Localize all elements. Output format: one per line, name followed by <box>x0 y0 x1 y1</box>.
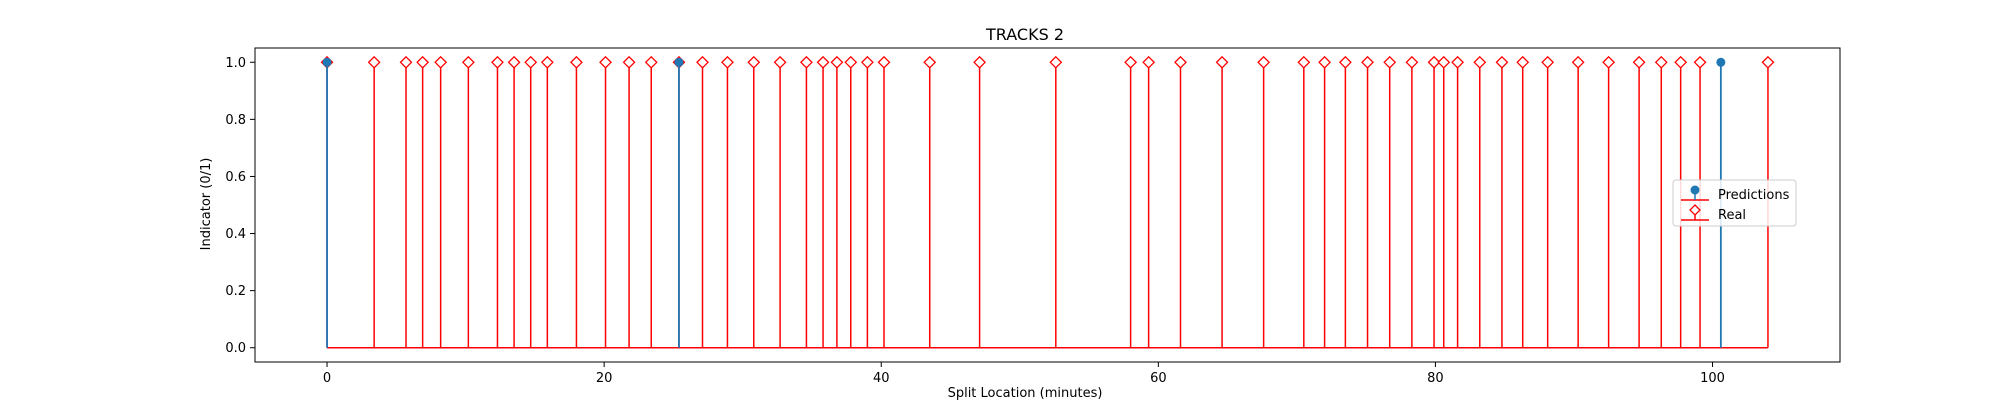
chart-title: TRACKS 2 <box>985 25 1064 44</box>
real-marker <box>461 55 475 69</box>
real-marker <box>1473 55 1487 69</box>
y-tick-label: 0.4 <box>225 227 246 242</box>
y-axis: 0.0 0.2 0.4 0.6 0.8 1.0 <box>225 56 255 356</box>
real-marker <box>696 55 709 69</box>
real-marker <box>599 55 612 69</box>
y-axis-label: Indicator (0/1) <box>199 158 214 251</box>
real-marker <box>1427 55 1441 69</box>
real-marker <box>540 55 554 69</box>
real-marker <box>1124 55 1138 69</box>
real-marker <box>507 55 521 69</box>
real-marker <box>1383 55 1397 69</box>
real-marker <box>1437 55 1451 69</box>
real-marker <box>923 55 937 69</box>
real-marker <box>844 55 858 69</box>
real-marker <box>1451 55 1465 69</box>
real-marker <box>773 55 787 69</box>
y-tick-label: 0.8 <box>225 113 246 128</box>
x-tick-label: 0 <box>323 371 331 386</box>
real-marker <box>1318 55 1332 69</box>
y-tick-label: 0.2 <box>225 284 246 299</box>
real-marker <box>1049 55 1063 69</box>
plot-area <box>255 48 1840 362</box>
real-marker <box>434 55 448 69</box>
y-tick-label: 1.0 <box>225 56 246 71</box>
x-axis-label: Split Location (minutes) <box>948 386 1103 400</box>
real-marker <box>973 55 987 69</box>
real-marker <box>1761 55 1775 69</box>
real-marker <box>1495 55 1509 69</box>
axes-background <box>255 48 1840 362</box>
real-marker <box>1693 55 1707 69</box>
real-marker <box>877 55 891 69</box>
real-marker <box>524 55 538 69</box>
legend-real-marker <box>1689 204 1701 216</box>
real-marker <box>1632 55 1646 69</box>
x-tick-label: 60 <box>1150 371 1167 386</box>
real-marker <box>367 55 381 69</box>
legend: Predictions Real <box>1672 179 1797 227</box>
real-marker <box>747 55 761 69</box>
legend-predictions-label: Predictions <box>1718 188 1790 203</box>
real-marker <box>644 55 658 69</box>
x-tick-label: 40 <box>873 371 890 386</box>
real-marker <box>1674 55 1688 69</box>
real-marker <box>1571 55 1585 69</box>
prediction-marker <box>674 57 684 67</box>
real-marker <box>1541 55 1555 69</box>
legend-box <box>1672 179 1797 227</box>
real-marker <box>622 55 636 69</box>
real-marker <box>1602 55 1616 69</box>
axes-frame <box>254 47 1841 363</box>
real-marker <box>1215 55 1229 69</box>
real-marker <box>1516 55 1530 69</box>
real-marker <box>1174 55 1187 69</box>
real-marker <box>830 55 844 69</box>
real-marker <box>860 55 874 69</box>
real-marker <box>1361 55 1374 69</box>
real-marker <box>416 55 430 69</box>
real-marker <box>570 55 583 69</box>
real-marker <box>816 55 830 69</box>
series-real <box>320 55 1775 349</box>
legend-real-label: Real <box>1718 208 1746 223</box>
x-axis: 0 20 40 60 80 100 <box>323 362 1725 386</box>
real-marker <box>1257 55 1271 69</box>
prediction-marker <box>1716 57 1726 67</box>
x-tick-label: 80 <box>1427 371 1444 386</box>
real-marker <box>721 55 734 69</box>
y-tick-label: 0.0 <box>225 341 246 356</box>
real-marker <box>491 55 504 69</box>
real-marker <box>1142 55 1156 69</box>
y-tick-label: 0.6 <box>225 170 246 185</box>
real-marker <box>399 55 413 69</box>
real-marker <box>1405 55 1419 69</box>
real-marker <box>1654 55 1668 69</box>
real-marker <box>1338 55 1352 69</box>
x-tick-label: 100 <box>1700 371 1725 386</box>
x-tick-label: 20 <box>596 371 613 386</box>
prediction-marker <box>322 57 332 67</box>
legend-predictions-marker <box>1690 185 1700 195</box>
real-marker <box>800 55 813 69</box>
real-marker <box>1297 55 1311 69</box>
